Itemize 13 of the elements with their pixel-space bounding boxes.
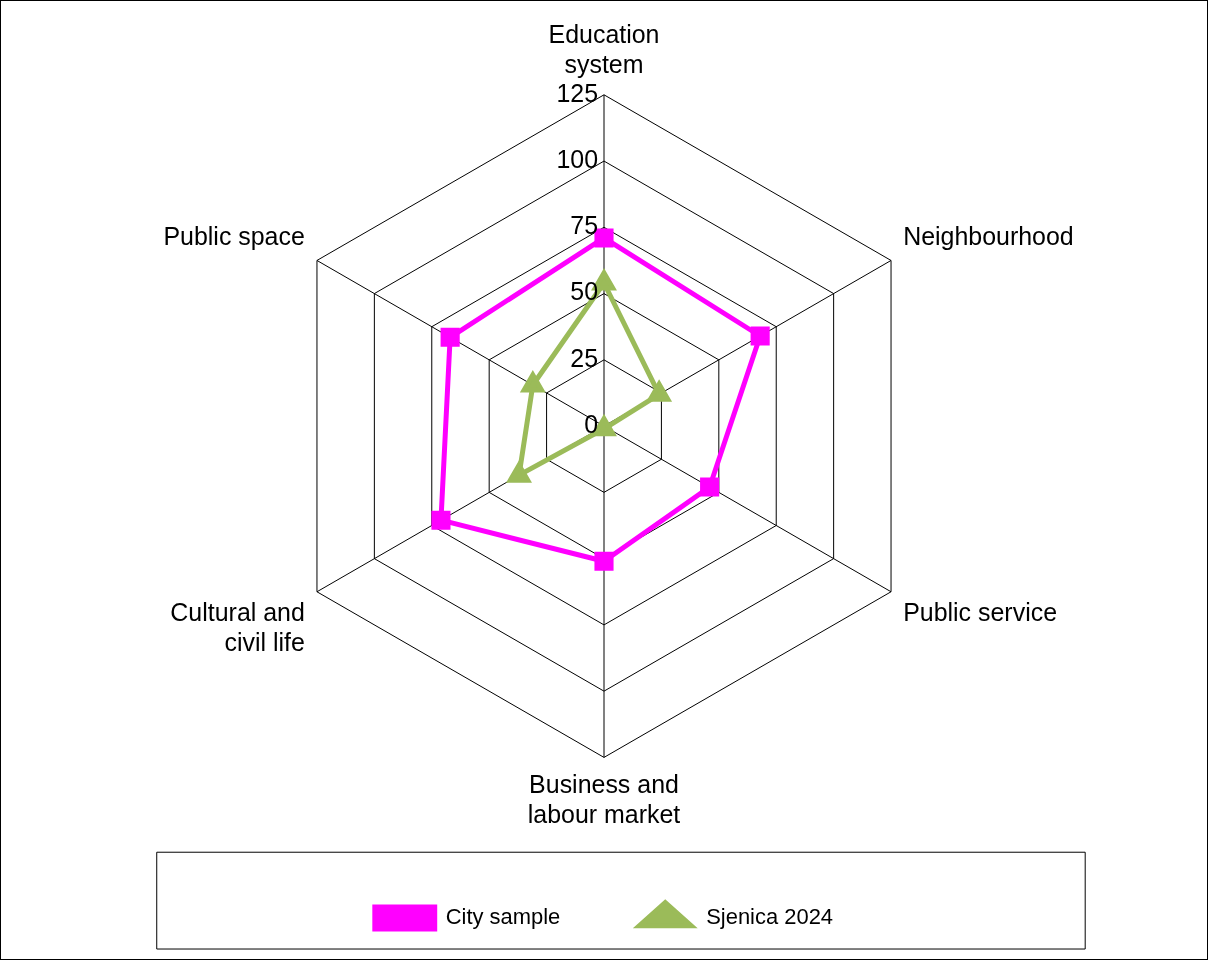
spoke-label: Business and labour market (527, 770, 681, 829)
spoke-label: Public service (903, 597, 1058, 626)
y-tick-label: 25 (570, 343, 599, 372)
legend-label: Sjenica 2024 (706, 904, 834, 930)
spoke-label: Neighbourhood (903, 222, 1074, 251)
spoke-label: Cultural and civil life (170, 597, 305, 656)
spoke-label: Public space (163, 222, 305, 251)
spoke-label: Education system (548, 19, 660, 78)
legend-label: City sample (445, 904, 561, 930)
y-tick-label: 75 (570, 211, 599, 240)
y-tick-label: 0 (584, 409, 599, 438)
y-tick-label: 125 (556, 78, 599, 107)
y-tick-label: 100 (556, 144, 599, 173)
